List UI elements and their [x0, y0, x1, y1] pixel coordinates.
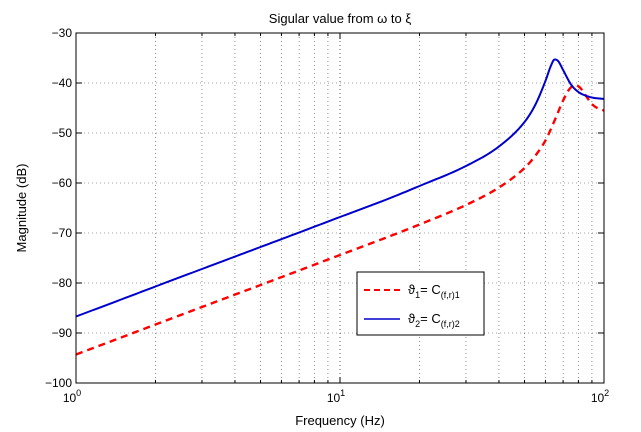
x-tick-label: 102 [591, 388, 609, 405]
plot-area [76, 33, 604, 383]
x-axis-label: Frequency (Hz) [295, 413, 385, 428]
ticks: 100 101 102 −100 −90 −80 −70 −60 −50 −40 −30 [45, 26, 609, 405]
legend-entry-2: ϑ2= C(f,r)2 [408, 311, 460, 329]
series-line-2 [75, 58, 605, 318]
legend-box [356, 271, 485, 336]
y-axis-label: Magnitude (dB) [14, 164, 29, 253]
y-tick-label: −60 [52, 176, 73, 190]
y-tick-label: −40 [52, 76, 73, 90]
y-tick-label: −100 [45, 376, 72, 390]
y-tick-label: −80 [52, 276, 73, 290]
legend-entry-1: ϑ1= C(f,r)1 [408, 282, 460, 300]
y-tick-label: −50 [52, 126, 73, 140]
chart-title: Sigular value from ω to ξ [269, 11, 412, 26]
legend: ϑ1= C(f,r)1 ϑ2= C(f,r)2 [356, 271, 485, 336]
series-layer [75, 58, 605, 356]
x-tick-label: 101 [327, 388, 345, 405]
y-tick-label: −90 [52, 326, 73, 340]
x-tick-label: 100 [63, 388, 81, 405]
y-tick-label: −30 [52, 26, 73, 40]
y-tick-label: −70 [52, 226, 73, 240]
grid [76, 33, 604, 383]
